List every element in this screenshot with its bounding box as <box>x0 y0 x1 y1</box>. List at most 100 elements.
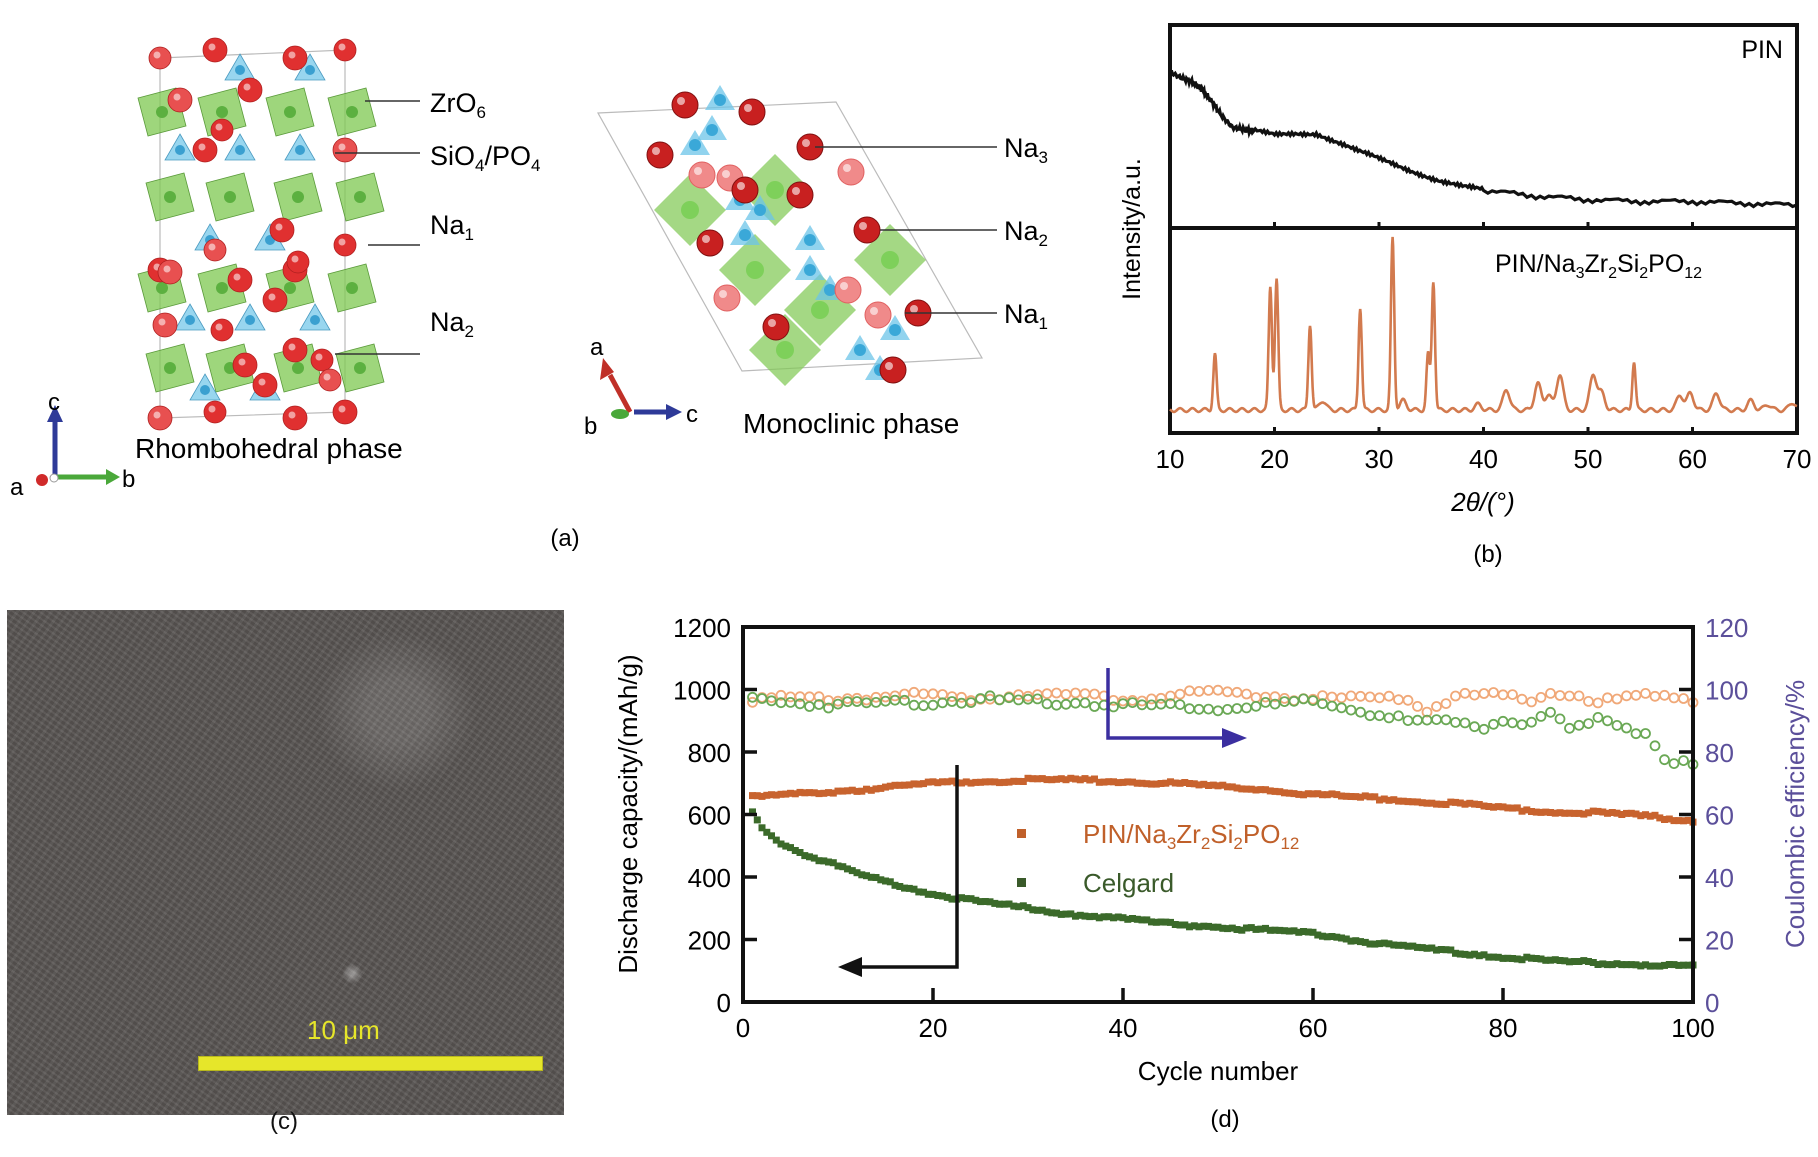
data-point <box>962 778 970 786</box>
zro6-octahedron <box>719 234 791 306</box>
data-point <box>825 858 832 866</box>
data-point <box>1062 776 1070 784</box>
data-point <box>1186 780 1193 787</box>
data-point <box>834 787 842 795</box>
data-point <box>1409 942 1417 950</box>
label-zro6: ZrO6 <box>430 88 486 122</box>
data-point <box>1490 953 1497 961</box>
data-point <box>991 899 999 907</box>
data-point <box>991 778 999 786</box>
data-point <box>763 791 771 799</box>
panel-label-b: (b) <box>1473 541 1502 568</box>
data-point <box>967 895 975 903</box>
axis-a-label-mono: a <box>590 334 604 361</box>
data-point <box>813 699 825 710</box>
data-point <box>1089 701 1100 712</box>
data-point <box>1361 792 1369 800</box>
data-point <box>939 778 946 786</box>
data-point <box>1162 779 1170 787</box>
sio4-tetrahedron <box>249 373 281 401</box>
y2-tick-label: 0 <box>1705 988 1719 1018</box>
panel-label-c: (c) <box>270 1108 298 1135</box>
na-highlight <box>275 223 283 231</box>
data-point <box>956 697 967 709</box>
data-point <box>896 883 904 890</box>
data-point <box>1342 792 1350 800</box>
data-point <box>1355 690 1366 702</box>
data-point <box>791 847 799 854</box>
data-point <box>1333 933 1341 941</box>
data-point <box>1319 932 1326 940</box>
data-point <box>810 789 818 797</box>
data-point <box>1271 787 1279 795</box>
axis-b-dot-mono <box>611 409 629 419</box>
data-point <box>1043 908 1051 916</box>
data-point <box>1005 778 1013 786</box>
data-point <box>899 694 910 706</box>
data-point <box>1545 688 1556 699</box>
data-point <box>1592 697 1604 709</box>
data-point <box>1233 926 1241 933</box>
data-point <box>910 885 918 893</box>
data-point <box>1528 954 1535 962</box>
data-point <box>1262 786 1269 794</box>
data-point <box>1347 937 1355 945</box>
data-point <box>1038 906 1046 914</box>
data-point <box>1485 803 1493 810</box>
zr-atom <box>811 301 829 319</box>
data-point <box>1361 938 1369 946</box>
na-highlight <box>268 293 276 301</box>
data-point <box>1171 921 1179 928</box>
data-point <box>1241 688 1252 700</box>
data-point <box>1621 690 1632 702</box>
data-point <box>1371 940 1379 948</box>
si-p-atom <box>175 145 185 155</box>
na-highlight <box>702 235 710 243</box>
data-point <box>810 854 818 862</box>
data-point <box>1079 697 1091 709</box>
na-atom <box>786 181 814 209</box>
data-point <box>1450 717 1461 728</box>
data-point <box>958 779 965 787</box>
xrd-tick-label: 10 <box>1156 444 1185 474</box>
data-point <box>1247 924 1255 932</box>
data-point <box>1200 922 1208 930</box>
data-point <box>766 695 777 707</box>
data-point <box>1374 692 1385 704</box>
data-point <box>1029 775 1037 783</box>
data-point <box>1127 695 1138 706</box>
data-point <box>1252 786 1260 794</box>
data-point <box>1222 704 1233 715</box>
data-point <box>839 787 847 795</box>
data-point <box>1684 961 1692 969</box>
data-point <box>996 900 1003 908</box>
data-point <box>763 828 771 836</box>
data-point <box>1575 958 1583 965</box>
data-point <box>1032 693 1043 705</box>
data-point <box>1570 958 1578 965</box>
data-point <box>1447 946 1455 954</box>
sio4-tetrahedron <box>284 133 316 161</box>
data-point <box>1266 926 1274 934</box>
axis-b-arrowhead <box>106 469 120 485</box>
data-point <box>1167 778 1174 786</box>
data-point <box>1623 809 1630 817</box>
data-point <box>785 697 796 708</box>
data-point <box>1450 690 1461 702</box>
data-point <box>880 691 891 703</box>
zro6-octahedron <box>197 87 247 137</box>
data-point <box>1228 924 1236 932</box>
data-point <box>1019 902 1027 910</box>
data-point <box>1089 688 1100 700</box>
right-axis-arrow <box>1106 668 1225 740</box>
data-point <box>785 691 796 703</box>
data-point <box>1680 961 1687 969</box>
data-point <box>956 691 967 703</box>
data-point <box>1127 697 1138 708</box>
data-point <box>1599 960 1607 968</box>
data-point <box>1098 690 1110 702</box>
na-highlight <box>153 263 161 271</box>
data-point <box>1566 809 1573 817</box>
zr-atom <box>292 362 304 374</box>
data-point <box>1279 693 1290 704</box>
